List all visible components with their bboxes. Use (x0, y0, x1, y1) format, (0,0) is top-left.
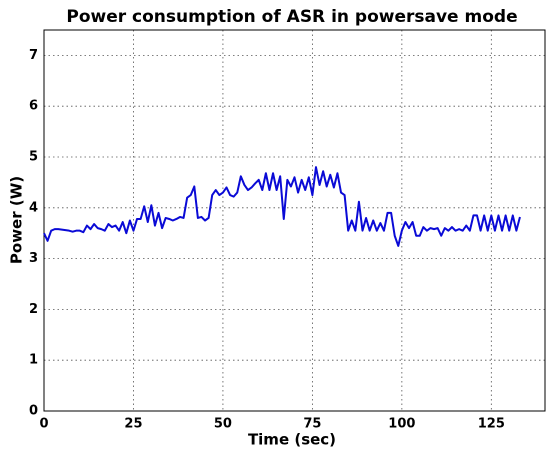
y-tick-label: 3 (29, 251, 38, 266)
x-tick-label: 50 (214, 417, 232, 432)
x-tick-label: 100 (388, 417, 415, 432)
y-axis-label: Power (W) (8, 176, 26, 264)
y-tick-label: 2 (29, 302, 38, 317)
data-line (43, 166, 521, 247)
y-tick-label: 0 (29, 404, 38, 419)
x-axis-label: Time (sec) (248, 431, 336, 449)
x-tick-label: 0 (39, 417, 48, 432)
x-tick-label: 25 (124, 417, 142, 432)
x-tick-label: 125 (478, 417, 505, 432)
chart-title: Power consumption of ASR in powersave mo… (66, 7, 517, 27)
y-tick-label: 6 (29, 99, 38, 114)
y-tick-label: 7 (29, 48, 38, 63)
y-tick-label: 5 (29, 150, 38, 165)
y-tick-label: 4 (29, 200, 38, 215)
plot-frame (43, 29, 546, 412)
x-tick-label: 75 (303, 417, 321, 432)
y-tick-label: 1 (29, 353, 38, 368)
